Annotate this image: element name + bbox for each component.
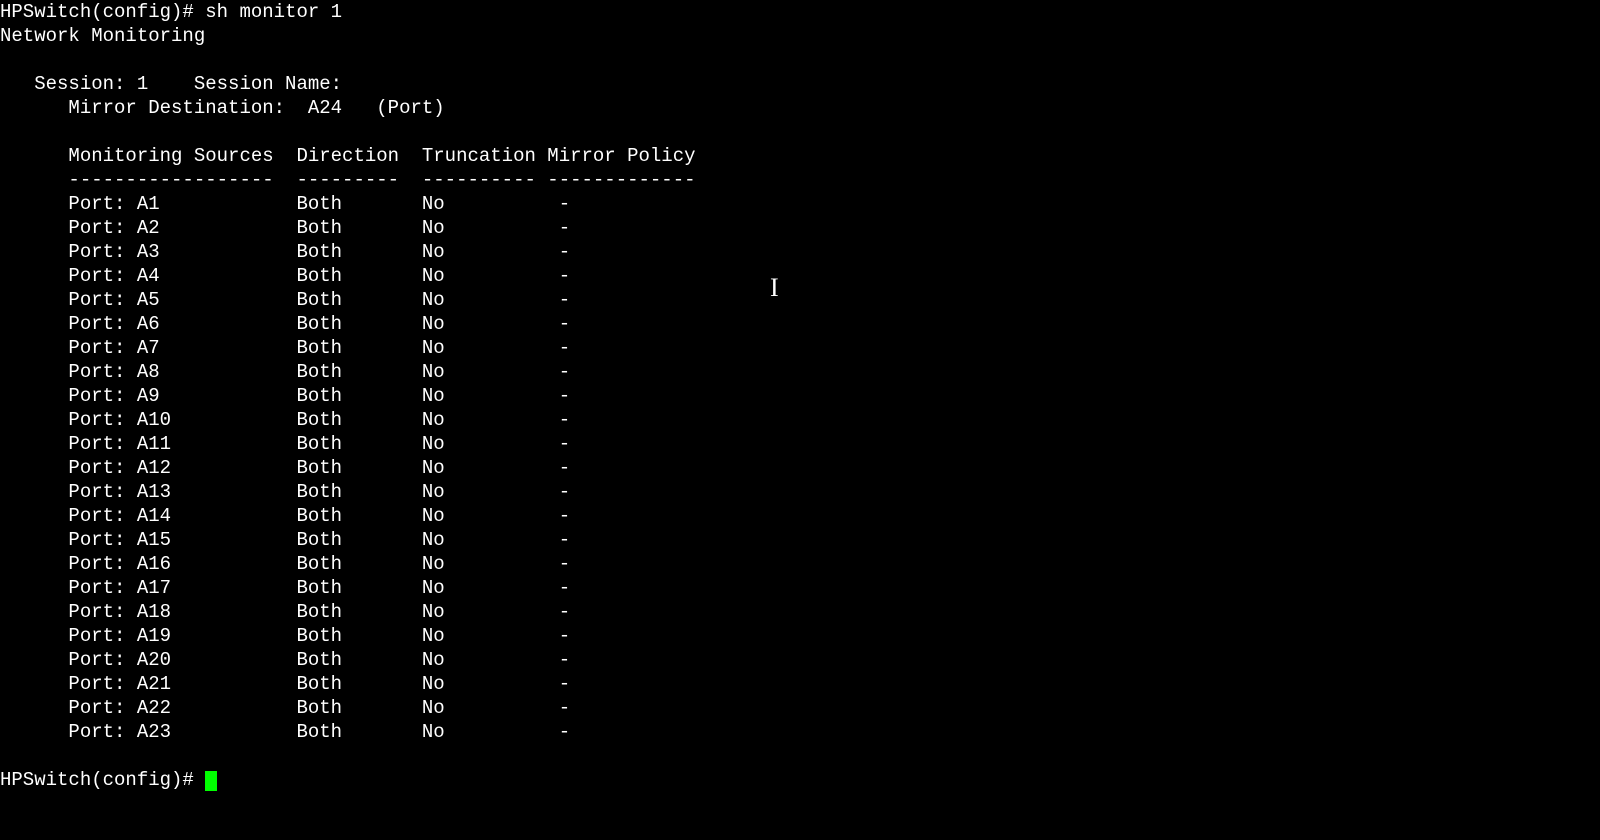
terminal-cursor	[205, 771, 217, 791]
terminal-output[interactable]: HPSwitch(config)# sh monitor 1 Network M…	[0, 0, 1600, 792]
text-cursor-icon: I	[770, 276, 779, 300]
prompt-line[interactable]: HPSwitch(config)#	[0, 769, 205, 791]
